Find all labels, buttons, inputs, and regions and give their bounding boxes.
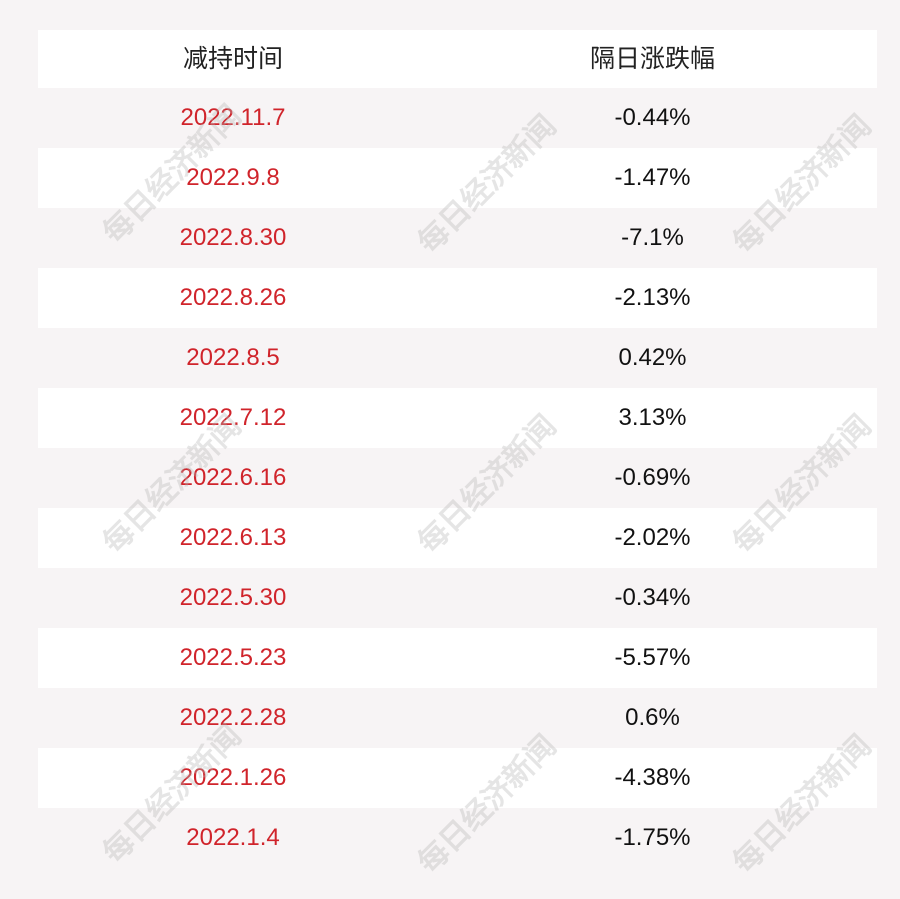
change-cell: -5.57% bbox=[614, 644, 691, 671]
date-cell: 2022.6.13 bbox=[179, 524, 287, 551]
date-cell: 2022.7.12 bbox=[179, 404, 287, 431]
header-row: 减持时间 隔日涨跌幅 bbox=[38, 30, 877, 88]
header-cell: 减持时间 bbox=[182, 45, 283, 73]
table-row: 2022.8.5 0.42% bbox=[38, 328, 877, 388]
change-cell: -1.47% bbox=[614, 164, 691, 191]
change-cell: -4.38% bbox=[614, 764, 691, 791]
change-cell: -7.1% bbox=[621, 224, 684, 251]
table-row: 2022.11.7 -0.44% bbox=[38, 88, 877, 148]
date-cell: 2022.8.30 bbox=[179, 224, 287, 251]
date-cell: 2022.11.7 bbox=[180, 104, 286, 131]
change-cell: -2.02% bbox=[614, 524, 691, 551]
table-row: 2022.1.26 -4.38% bbox=[38, 748, 877, 808]
date-cell: 2022.9.8 bbox=[186, 164, 280, 191]
date-cell: 2022.5.30 bbox=[179, 584, 287, 611]
date-cell: 2022.6.16 bbox=[179, 464, 287, 491]
change-cell: 0.6% bbox=[625, 704, 680, 731]
table-row: 2022.9.8 -1.47% bbox=[38, 148, 877, 208]
table-row: 2022.6.16 -0.69% bbox=[38, 448, 877, 508]
date-cell: 2022.1.4 bbox=[186, 824, 280, 851]
table-row: 2022.1.4 -1.75% bbox=[38, 808, 877, 868]
header-cell: 隔日涨跌幅 bbox=[589, 45, 715, 73]
date-cell: 2022.5.23 bbox=[179, 644, 287, 671]
date-cell: 2022.8.26 bbox=[179, 284, 287, 311]
table-row: 2022.6.13 -2.02% bbox=[38, 508, 877, 568]
change-cell: 0.42% bbox=[618, 344, 687, 371]
table-row: 2022.8.26 -2.13% bbox=[38, 268, 877, 328]
change-cell: -0.44% bbox=[614, 104, 691, 131]
table-row: 2022.5.23 -5.57% bbox=[38, 628, 877, 688]
date-cell: 2022.8.5 bbox=[186, 344, 280, 371]
date-cell: 2022.2.28 bbox=[179, 704, 287, 731]
table-row: 2022.2.28 0.6% bbox=[38, 688, 877, 748]
table-row: 2022.7.12 3.13% bbox=[38, 388, 877, 448]
date-cell: 2022.1.26 bbox=[179, 764, 287, 791]
change-cell: -0.34% bbox=[614, 584, 691, 611]
change-cell: -2.13% bbox=[614, 284, 691, 311]
change-cell: -0.69% bbox=[614, 464, 691, 491]
change-cell: -1.75% bbox=[614, 824, 691, 851]
table-row: 2022.5.30 -0.34% bbox=[38, 568, 877, 628]
change-cell: 3.13% bbox=[618, 404, 687, 431]
table-row: 2022.8.30 -7.1% bbox=[38, 208, 877, 268]
